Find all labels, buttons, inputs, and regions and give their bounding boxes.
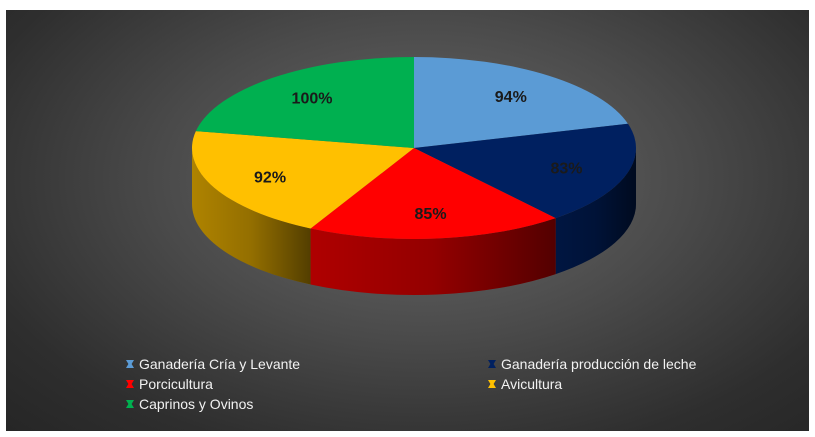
legend-item-porcicultura: Porcicultura	[126, 376, 213, 392]
legend-label: Ganadería producción de leche	[501, 356, 697, 372]
pie-chart: 94% 83% 85% 92% 100%	[192, 57, 636, 296]
legend-item-caprinos-y-ovinos: Caprinos y Ovinos	[126, 396, 253, 412]
data-label-ganaderia-cria-y-levante: 94%	[495, 89, 527, 106]
legend-label: Porcicultura	[139, 376, 213, 392]
legend-label: Avicultura	[501, 376, 563, 392]
legend-key-icon	[126, 360, 134, 368]
legend-key-icon	[126, 380, 134, 388]
legend-label: Caprinos y Ovinos	[139, 396, 254, 412]
data-label-caprinos-y-ovinos: 100%	[292, 91, 333, 108]
legend-key-icon	[126, 400, 134, 408]
legend-label: Ganadería Cría y Levante	[139, 356, 301, 372]
legend-item-ganaderia-cria-y-levante: Ganadería Cría y Levante	[126, 356, 300, 372]
data-label-porcicultura: 85%	[415, 206, 447, 223]
legend-item-avicultura: Avicultura	[488, 376, 562, 392]
pie-tops	[192, 57, 636, 239]
pie-side-shade	[555, 148, 636, 275]
pie-side-shade	[310, 218, 556, 296]
legend-item-ganaderia-produccion-de-leche: Ganadería producción de leche	[488, 356, 696, 372]
pie-slice-caprinos-y-ovinos	[195, 57, 414, 148]
pie-slice-ganaderia-cria-y-levante	[414, 57, 628, 148]
legend-key-icon	[488, 360, 496, 368]
pie-slice-ganaderia-produccion-de-leche	[414, 123, 636, 219]
pie-slice-porcicultura	[310, 148, 556, 239]
legend-key-icon	[488, 380, 496, 388]
pie-sides	[192, 148, 636, 296]
pie-labels: 94% 83% 85% 92% 100%	[254, 89, 582, 223]
data-label-avicultura: 92%	[254, 169, 286, 186]
chart-area: 94% 83% 85% 92% 100% Ganadería Cría y Levant…	[6, 10, 809, 431]
pie-slice-avicultura	[192, 131, 414, 229]
pie-side-shade	[192, 148, 311, 285]
data-label-ganaderia-produccion-de-leche: 83%	[550, 161, 582, 178]
